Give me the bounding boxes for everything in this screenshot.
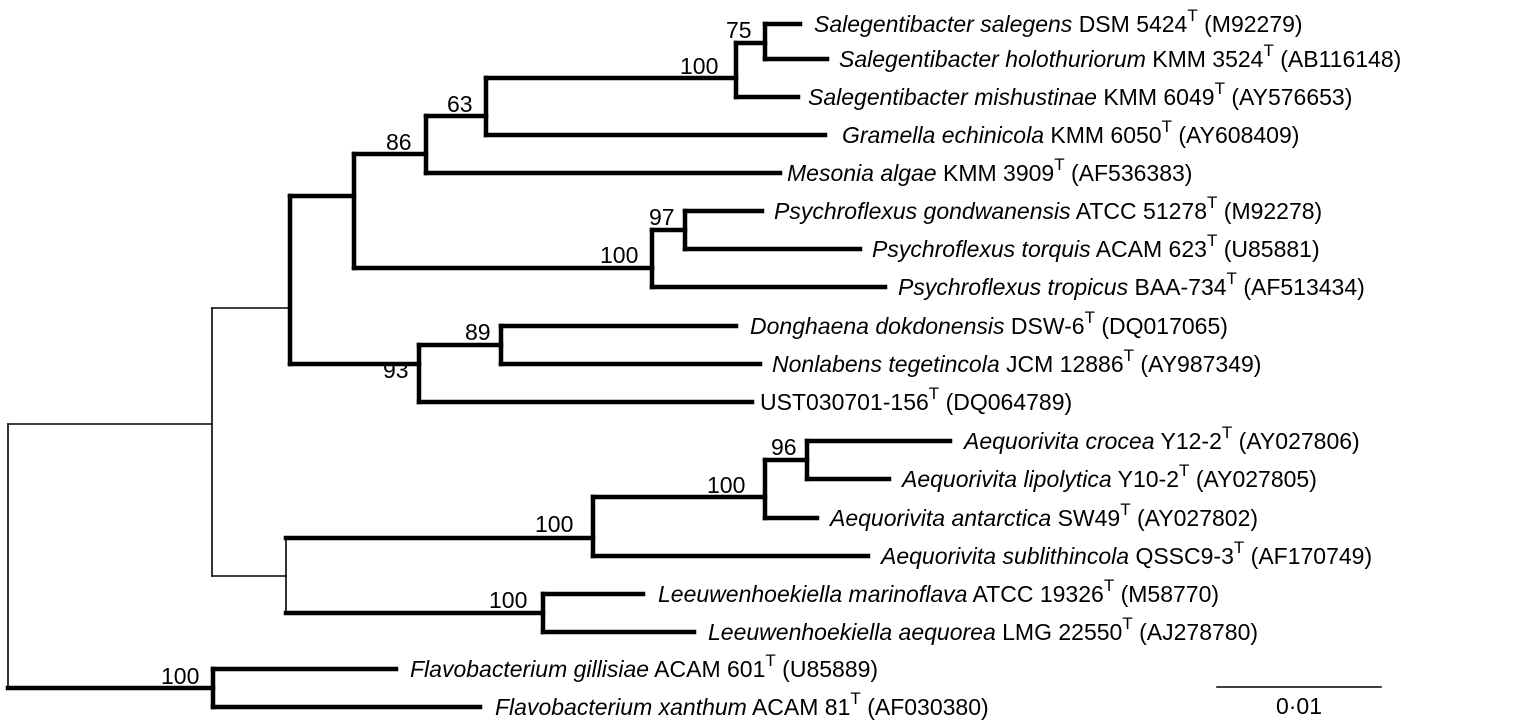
taxon-label: Aequorivita antarctica SW49T (AY027802): [828, 500, 1258, 531]
taxon-label: Psychroflexus tropicus BAA-734T (AF51343…: [898, 269, 1365, 300]
taxon-label: Nonlabens tegetincola JCM 12886T (AY9873…: [772, 346, 1261, 377]
bootstrap-value: 75: [726, 17, 752, 43]
taxon-label: Gramella echinicola KMM 6050T (AY608409): [842, 117, 1299, 148]
scale-bar-label: 0·01: [1276, 693, 1322, 719]
taxon-label: UST030701-156T (DQ064789): [760, 384, 1072, 415]
taxon-label: Mesonia algae KMM 3909T (AF536383): [787, 155, 1192, 186]
tree-branches: [5, 21, 953, 710]
bootstrap-value: 63: [447, 91, 473, 117]
taxon-label: Psychroflexus gondwanensis ATCC 51278T (…: [774, 193, 1322, 224]
taxon-label: Leeuwenhoekiella aequorea LMG 22550T (AJ…: [708, 614, 1258, 645]
taxon-label: Aequorivita sublithincola QSSC9-3T (AF17…: [879, 538, 1372, 569]
taxon-label: Psychroflexus torquis ACAM 623T (U85881): [872, 231, 1320, 262]
taxon-label: Aequorivita crocea Y12-2T (AY027806): [962, 423, 1360, 454]
bootstrap-value: 100: [600, 242, 638, 268]
bootstrap-value: 89: [465, 319, 491, 345]
bootstrap-value: 100: [161, 663, 199, 689]
taxon-labels: Salegentibacter salegens DSM 5424T (M922…: [410, 6, 1401, 720]
taxon-label: Salegentibacter mishustinae KMM 6049T (A…: [808, 79, 1352, 110]
taxon-label: Donghaena dokdonensis DSW-6T (DQ017065): [750, 308, 1228, 339]
bootstrap-value: 97: [649, 204, 675, 230]
bootstrap-values: 75 100 63 86 97 100 89 93 96 100 100 100…: [161, 17, 797, 689]
bootstrap-value: 100: [707, 472, 745, 498]
bootstrap-value: 96: [771, 434, 797, 460]
taxon-label: Flavobacterium gillisiae ACAM 601T (U858…: [410, 651, 878, 682]
bootstrap-value: 93: [383, 357, 409, 383]
taxon-label: Salegentibacter salegens DSM 5424T (M922…: [814, 6, 1303, 37]
scale-bar: 0·01: [1216, 686, 1382, 719]
taxon-label: Aequorivita lipolytica Y10-2T (AY027805): [900, 461, 1317, 492]
bootstrap-value: 100: [680, 53, 718, 79]
taxon-label: Salegentibacter holothuriorum KMM 3524T …: [839, 41, 1401, 72]
taxon-label: Flavobacterium xanthum ACAM 81T (AF03038…: [495, 689, 989, 720]
bootstrap-value: 100: [535, 511, 573, 537]
bootstrap-value: 86: [386, 129, 412, 155]
taxon-label: Leeuwenhoekiella marinoflava ATCC 19326T…: [658, 576, 1219, 607]
bootstrap-value: 100: [489, 587, 527, 613]
